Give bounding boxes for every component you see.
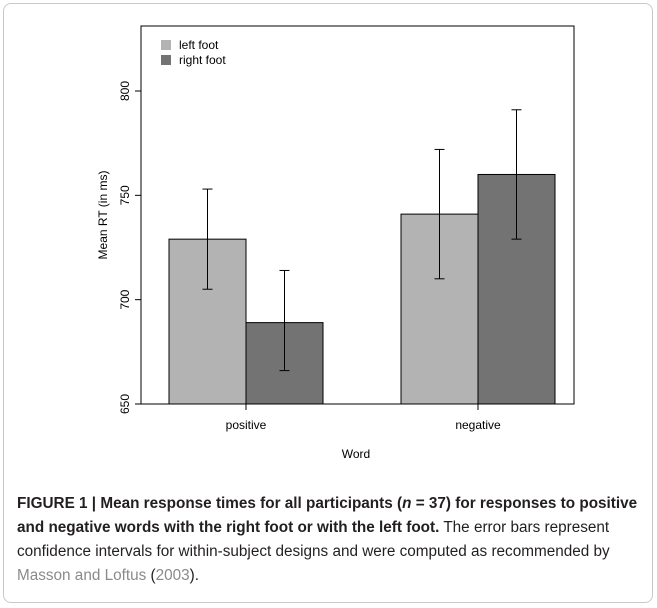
bar-negative-right-foot — [477, 173, 556, 405]
x-axis: positive negative — [226, 404, 501, 432]
citation-year[interactable]: 2003 — [155, 567, 190, 584]
citation-close: ). — [189, 567, 200, 584]
plot-frame — [140, 25, 575, 405]
citation-open: ( — [146, 567, 156, 584]
caption-body: The error bars represent confidence inte… — [17, 519, 610, 560]
bars-group — [168, 173, 556, 405]
figure-caption: FIGURE 1 | Mean response times for all p… — [17, 492, 647, 588]
x-axis-label: Word — [342, 447, 370, 461]
x-tick-label-negative: negative — [455, 418, 501, 432]
y-tick-label-650: 650 — [118, 394, 132, 414]
legend-label-left-foot: left foot — [179, 38, 219, 52]
y-tick-label-800: 800 — [118, 81, 132, 101]
y-tick-label-700: 700 — [118, 289, 132, 309]
caption-title-start: Mean response times for all participants… — [100, 495, 403, 512]
caption-label: FIGURE 1 | — [17, 495, 101, 512]
y-tick-label-750: 750 — [118, 185, 132, 205]
y-axis: 650 700 750 800 — [118, 81, 141, 414]
legend-label-right-foot: right foot — [179, 53, 226, 67]
legend-swatch-left-foot — [161, 40, 171, 50]
y-axis-label: Mean RT (in ms) — [96, 171, 110, 260]
error-bars-group — [202, 109, 522, 372]
caption-n-variable: n — [402, 495, 412, 512]
citation-link[interactable]: Masson and Loftus — [17, 567, 147, 584]
caption-title-end: = 37) for responses to positive and nega… — [17, 495, 638, 536]
bar-chart: 650 700 750 800 positive negative left footr… — [96, 25, 575, 461]
legend-swatch-right-foot — [161, 55, 171, 65]
x-tick-label-positive: positive — [226, 418, 267, 432]
